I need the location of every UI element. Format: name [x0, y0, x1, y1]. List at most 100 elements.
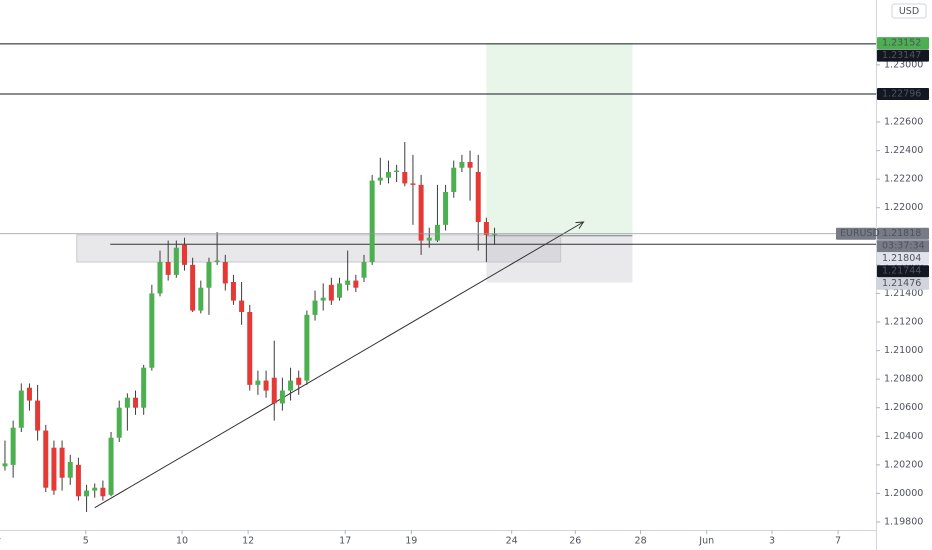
candle-body: [222, 262, 228, 284]
currency-box[interactable]: [891, 3, 927, 19]
candle-body: [100, 487, 106, 497]
candle-body: [377, 177, 383, 181]
price-label: 1.21476: [882, 278, 921, 289]
candle-body: [263, 380, 269, 391]
candle-body: [92, 487, 98, 491]
price-label-box: [877, 227, 929, 240]
x-tick-label: Jun: [698, 536, 714, 547]
candle-body: [124, 397, 130, 408]
candle-body: [35, 400, 41, 431]
candle-body: [353, 280, 359, 288]
price-label: 1.22796: [882, 89, 921, 100]
candle-body: [328, 284, 334, 301]
candle-body: [190, 264, 196, 311]
price-label-box: [877, 49, 929, 62]
candle-body: [483, 222, 489, 235]
price-label-box: [877, 88, 929, 100]
x-tick-label: ay: [0, 536, 1, 547]
price-label: 1.23147: [882, 50, 921, 61]
candle-body: [108, 437, 114, 495]
candle-body: [369, 180, 375, 262]
candle-body: [459, 162, 465, 168]
price-label: 1.21818: [882, 228, 921, 239]
y-tick-label: 1.22000: [884, 202, 923, 213]
y-tick-label: 1.20600: [884, 402, 923, 413]
x-tick-label: 3: [769, 536, 775, 547]
candle-body: [402, 172, 408, 184]
candle-body: [133, 397, 139, 408]
candle-body: [230, 282, 236, 301]
candle-body: [418, 184, 424, 241]
x-tick-label: 12: [242, 536, 254, 547]
candle-body: [492, 233, 498, 235]
y-tick-label: 1.22200: [884, 174, 923, 185]
plot-area: [0, 43, 876, 512]
x-tick-label: 24: [506, 536, 518, 547]
y-tick-label: 1.22400: [884, 145, 923, 156]
price-label: 1.21744: [882, 266, 921, 277]
candle-body: [385, 172, 391, 178]
price-label: 1.21804: [882, 253, 921, 264]
candle-body: [475, 172, 481, 222]
candle-body: [206, 262, 212, 288]
candle-body: [337, 283, 343, 298]
countdown-box: [877, 240, 929, 253]
candle-body: [410, 183, 416, 185]
x-tick-label: 10: [176, 536, 188, 547]
stop-zone: [486, 235, 633, 283]
price-label-box: [877, 252, 929, 265]
candle-body: [181, 244, 187, 265]
x-tick-label: 17: [339, 536, 351, 547]
y-tick-label: 1.22600: [884, 117, 923, 128]
y-tick-label: 1.20200: [884, 459, 923, 470]
x-tick-label: 7: [835, 536, 841, 547]
y-tick-label: 1.23000: [884, 59, 923, 70]
y-tick-label: 1.21000: [884, 345, 923, 356]
candle-body: [279, 390, 285, 404]
candle-body: [116, 407, 122, 438]
candle-body: [43, 430, 49, 488]
candle-body: [345, 280, 351, 285]
candle-body: [296, 377, 302, 385]
candle-body: [149, 293, 155, 368]
candle-body: [271, 377, 277, 404]
candle-body: [239, 300, 245, 312]
candle-body: [451, 167, 457, 192]
price-label-box: [877, 265, 929, 278]
candle-body: [10, 427, 16, 465]
y-tick-label: 1.20800: [884, 374, 923, 385]
candle-body: [2, 463, 8, 467]
candle-body: [361, 262, 367, 278]
x-tick-label: 5: [83, 536, 89, 547]
symbol-box: [836, 227, 876, 240]
candle-body: [198, 287, 204, 311]
candle-body: [304, 314, 310, 381]
countdown-label: 03:37:34: [882, 241, 925, 252]
candle-body: [59, 447, 65, 478]
candle-body: [320, 297, 326, 301]
y-tick-label: 1.21200: [884, 317, 923, 328]
candle-body: [165, 262, 171, 275]
support-zone: [76, 234, 562, 263]
candle-body: [434, 224, 440, 241]
x-tick-label: 26: [569, 536, 581, 547]
candle-body: [443, 192, 449, 225]
candle-body: [467, 162, 473, 168]
candle-body: [426, 237, 432, 241]
x-tick-label: 28: [635, 536, 647, 547]
symbol-label: EURUSD: [840, 228, 880, 239]
candle-body: [51, 447, 57, 491]
candle-body: [394, 170, 400, 172]
y-tick-label: 1.21400: [884, 288, 923, 299]
candle-body: [141, 367, 147, 408]
candle-body: [18, 390, 24, 428]
axes: 1.19800 1.20000 1.20200 1.20400 1.20600 1.208…: [0, 3, 929, 547]
trendline: [94, 221, 584, 509]
currency-label[interactable]: USD: [899, 6, 919, 17]
candle-body: [214, 260, 220, 262]
candle-body: [247, 312, 253, 385]
price-label-box: [877, 37, 929, 50]
candle-body: [312, 300, 318, 315]
